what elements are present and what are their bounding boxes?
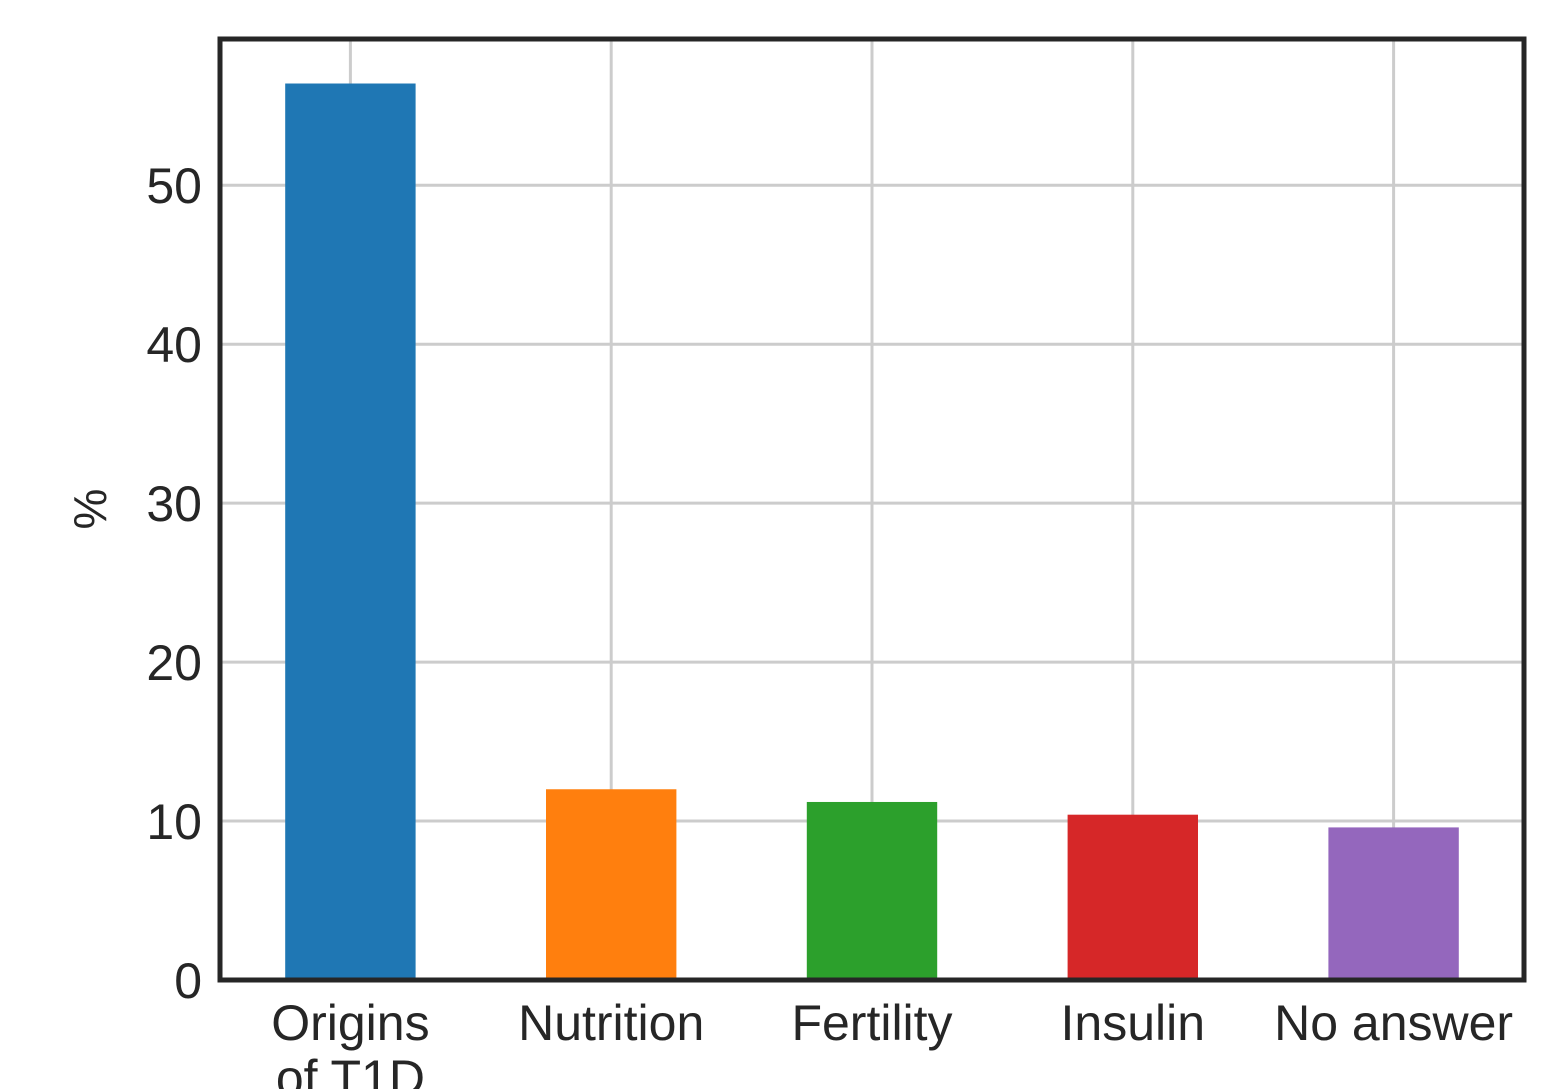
x-tick-label: Fertility: [791, 995, 952, 1051]
y-tick-labels: 0 10 20 30 40 50: [146, 158, 202, 1009]
plot-frame: [217, 36, 1527, 983]
y-tick-label: 50: [146, 158, 202, 214]
bars: [285, 83, 1459, 980]
x-tick-labels: Origins of T1D Nutrition Fertility Insulin No…: [271, 995, 1513, 1089]
bar: [806, 801, 938, 980]
y-axis-label: %: [64, 489, 116, 530]
bar: [1328, 827, 1459, 980]
bar: [1067, 814, 1198, 980]
y-tick-label: 20: [146, 635, 202, 691]
y-tick-label: 40: [146, 317, 202, 373]
y-tick-label: 10: [146, 794, 202, 850]
x-tick-label: Origins of T1D: [271, 995, 429, 1089]
bar: [546, 789, 677, 980]
bar: [285, 83, 416, 980]
y-tick-label: 0: [174, 953, 202, 1009]
y-tick-label: 30: [146, 476, 202, 532]
x-tick-label: Nutrition: [518, 995, 704, 1051]
x-tick-label: No answer: [1274, 995, 1513, 1051]
x-tick-label: Insulin: [1061, 995, 1206, 1051]
